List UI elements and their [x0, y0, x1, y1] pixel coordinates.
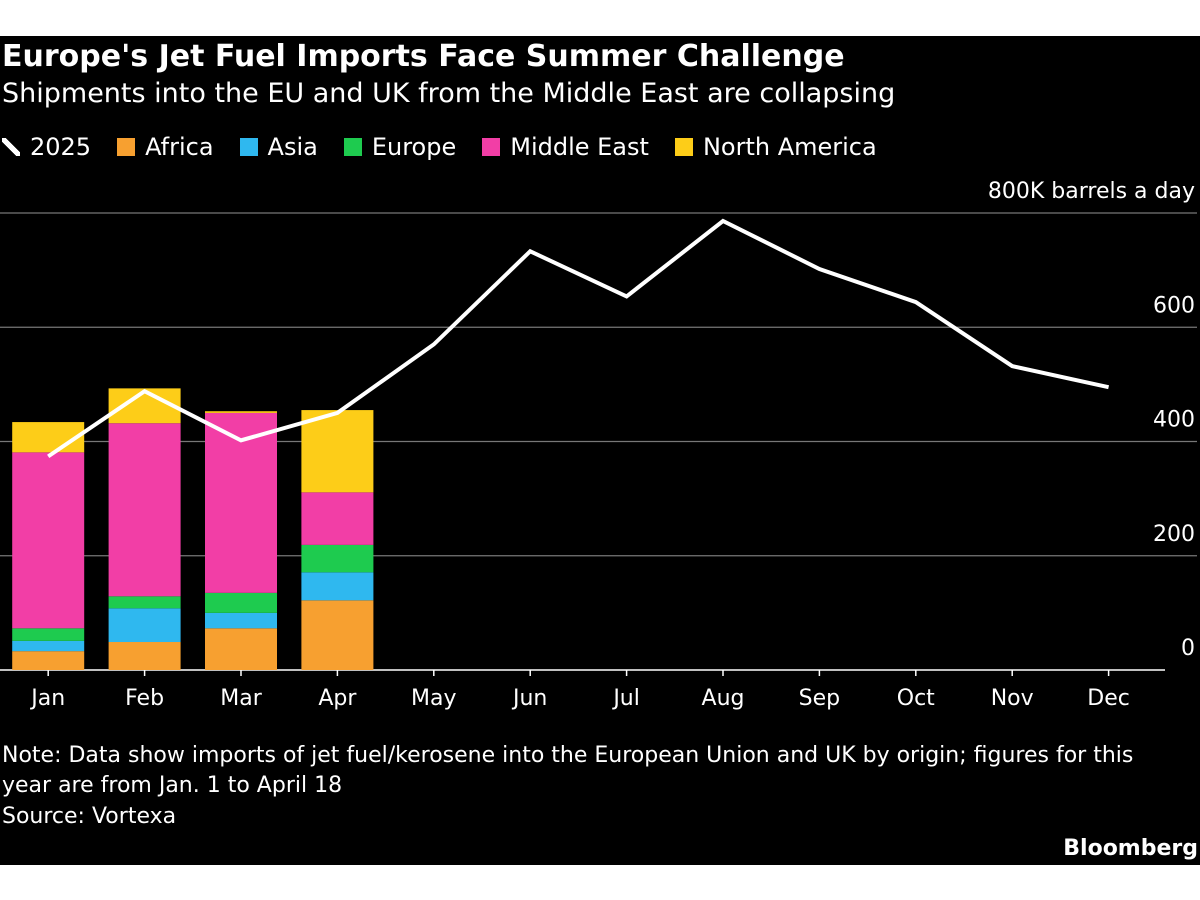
x-tick-label: Sep — [799, 686, 840, 711]
bar-segment — [12, 422, 85, 453]
legend-item: 2025 — [2, 133, 91, 161]
y-tick-label: 200 — [1153, 522, 1195, 547]
x-tick-label: Mar — [220, 686, 262, 711]
line — [47, 218, 1110, 459]
bar-segment — [301, 544, 374, 573]
note: Note: Data show imports of jet fuel/kero… — [2, 743, 1134, 798]
source: Source: Vortexa — [2, 804, 177, 829]
bar-segment — [301, 492, 374, 545]
bar-segment — [301, 600, 374, 670]
brand: Bloomberg — [1063, 836, 1198, 861]
bar-segment — [301, 410, 374, 493]
x-tick-label: Jul — [611, 686, 640, 711]
legend-label: Africa — [145, 133, 214, 161]
x-tick-label: Apr — [318, 686, 357, 711]
x-tick-label: May — [411, 686, 456, 711]
bar-segment — [205, 628, 277, 670]
x-tick-label: Jan — [29, 686, 65, 711]
legend-swatch — [674, 138, 693, 156]
y-tick-label: 0 — [1181, 636, 1195, 661]
legend: 2025 Africa Asia Europe Middle East North Ame… — [2, 133, 877, 161]
legend-item: Europe — [343, 133, 457, 161]
legend-item: Africa — [117, 133, 214, 161]
x-tick-label: Dec — [1087, 686, 1130, 711]
legend-item: Middle East — [482, 133, 649, 161]
chart-panel: Europe's Jet Fuel Imports Face Summer Ch… — [0, 36, 1200, 865]
x-tick-label: Oct — [897, 686, 935, 711]
bar-segment — [205, 411, 277, 413]
legend-label: North America — [702, 133, 877, 161]
bar-segment — [108, 608, 181, 643]
y-tick-label: 600 — [1153, 293, 1195, 318]
x-tick-label: Aug — [702, 686, 745, 711]
bar-segment — [108, 642, 181, 670]
x-tick-label: Nov — [991, 686, 1034, 711]
bar-segment — [205, 612, 277, 629]
chart-title: Europe's Jet Fuel Imports Face Summer Ch… — [2, 39, 845, 74]
bar-segment — [108, 423, 181, 597]
bar-segment — [12, 452, 85, 629]
chart-subtitle: Shipments into the EU and UK from the Mi… — [2, 78, 896, 109]
y-tick-label: 800K barrels a day — [988, 179, 1195, 204]
bar-segment — [12, 628, 85, 641]
legend-swatch — [117, 138, 136, 156]
legend-item: North America — [674, 133, 877, 161]
legend-item: Asia — [239, 133, 318, 161]
bar-segment — [108, 596, 181, 609]
legend-label: Europe — [371, 133, 457, 161]
legend-label: Asia — [267, 133, 318, 161]
legend-swatch — [239, 138, 258, 156]
x-tick-label: Jun — [511, 686, 547, 711]
legend-label: Middle East — [510, 133, 649, 161]
bar-segment — [205, 412, 277, 593]
bar-segment — [301, 572, 374, 601]
bar-segment — [12, 640, 85, 652]
legend-swatch — [482, 138, 501, 156]
bar-segment — [205, 592, 277, 613]
bar-segment — [12, 651, 85, 670]
y-tick-label: 400 — [1153, 408, 1195, 433]
legend-label: 2025 — [30, 133, 92, 161]
x-tick-label: Feb — [125, 686, 164, 711]
legend-swatch — [343, 138, 362, 156]
